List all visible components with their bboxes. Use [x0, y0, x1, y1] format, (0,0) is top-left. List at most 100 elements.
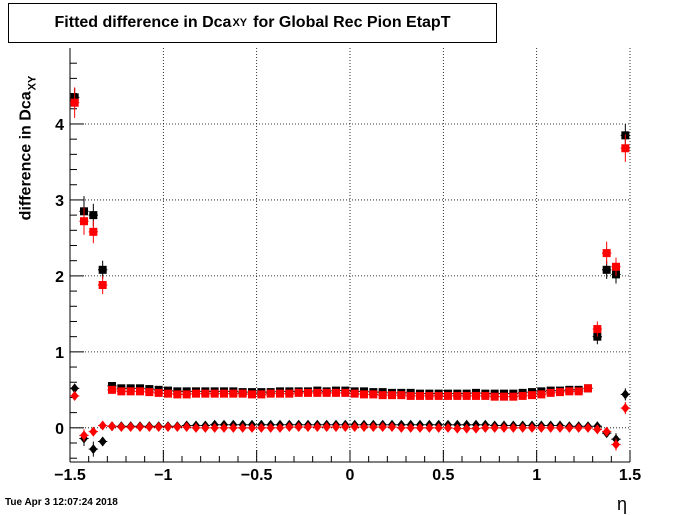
data-point-diamond [481, 422, 490, 433]
x-axis-label: η [617, 494, 628, 514]
data-point-square [593, 325, 602, 334]
x-tick-label: −1 [154, 467, 172, 484]
data-point-square [556, 388, 564, 397]
data-point-diamond [518, 422, 527, 433]
data-point-square [341, 388, 350, 397]
data-point-square [80, 217, 88, 226]
data-point-diamond [397, 422, 406, 433]
data-point-square [500, 392, 508, 401]
y-axis-label: difference in DcaXY [18, 76, 39, 221]
data-point-diamond [266, 422, 275, 433]
data-point-square [481, 391, 490, 400]
data-point-diamond [126, 422, 135, 433]
data-point-square [360, 390, 368, 399]
data-point-square [574, 387, 583, 396]
data-point-diamond [369, 422, 378, 433]
data-point-square [266, 389, 275, 398]
data-point-diamond [621, 403, 630, 414]
data-point-diamond [425, 422, 434, 433]
data-point-diamond [136, 422, 144, 433]
data-point-diamond [472, 423, 480, 434]
data-point-diamond [192, 422, 200, 433]
x-tick-label: 1 [532, 467, 541, 484]
data-point-diamond [117, 422, 126, 433]
data-point-square [453, 391, 462, 400]
data-point-diamond [584, 422, 592, 433]
data-point-diamond [341, 422, 350, 433]
data-point-diamond [593, 424, 602, 435]
data-point-square [462, 391, 471, 400]
data-point-square [332, 388, 340, 397]
y-axis-label-subscript: XY [26, 75, 39, 91]
data-point-square [108, 385, 116, 394]
data-point-square [98, 265, 107, 274]
data-point-diamond [565, 422, 574, 433]
data-point-square [136, 387, 144, 396]
data-point-diamond [500, 422, 508, 433]
data-point-square [434, 391, 443, 400]
data-point-diamond [70, 383, 79, 394]
data-point-square [145, 388, 154, 397]
data-point-diamond [360, 422, 368, 433]
data-point-square [229, 389, 238, 398]
data-point-diamond [434, 422, 443, 433]
data-point-diamond [89, 444, 98, 455]
data-point-diamond [490, 422, 499, 433]
data-point-square [584, 384, 592, 393]
data-point-square [257, 390, 266, 399]
data-point-diamond [154, 422, 163, 433]
data-point-square [182, 390, 191, 399]
data-point-square [89, 211, 98, 220]
x-tick-label: −0.5 [241, 467, 273, 484]
data-point-square [509, 392, 518, 401]
data-point-diamond [322, 422, 331, 433]
data-point-square [285, 389, 294, 398]
data-point-diamond [229, 422, 238, 433]
data-point-square [98, 281, 107, 290]
data-point-square [313, 388, 322, 397]
data-point-square [490, 392, 499, 401]
data-point-diamond [313, 422, 322, 433]
data-point-diamond [537, 422, 546, 433]
data-point-square [472, 391, 480, 400]
data-point-square [89, 227, 98, 236]
data-point-square [369, 390, 378, 399]
data-point-diamond [80, 430, 88, 441]
x-tick-label: −1.5 [54, 467, 86, 484]
data-point-diamond [388, 422, 396, 433]
y-axis-label-main: difference in Dca [17, 91, 35, 221]
data-point-square [322, 388, 331, 397]
y-tick-label: 2 [55, 269, 64, 286]
data-point-diamond [332, 422, 340, 433]
data-point-diamond [556, 422, 564, 433]
data-point-square [117, 387, 126, 396]
data-point-diamond [98, 436, 107, 447]
chart-title-main: Fitted difference in Dca [54, 14, 232, 31]
data-point-square [248, 390, 256, 399]
data-point-square [612, 262, 620, 271]
data-point-square [192, 389, 200, 398]
y-tick-label: 1 [55, 345, 64, 362]
data-point-square [294, 388, 303, 397]
data-point-diamond [546, 422, 555, 433]
timestamp: Tue Apr 3 12:07:24 2018 [5, 497, 118, 508]
data-point-diamond [574, 422, 583, 433]
data-point-diamond [602, 426, 611, 437]
data-point-square [238, 389, 247, 398]
data-point-square [528, 391, 536, 400]
data-point-diamond [173, 422, 182, 433]
data-point-diamond [98, 420, 107, 431]
data-point-square [378, 391, 387, 400]
data-point-square [164, 389, 172, 398]
data-point-square [397, 391, 406, 400]
data-point-square [602, 249, 611, 258]
data-point-square [565, 387, 574, 396]
data-point-diamond [350, 422, 359, 433]
data-point-diamond [70, 390, 79, 401]
data-point-square [70, 98, 79, 107]
data-point-diamond [145, 422, 154, 433]
data-point-square [518, 391, 527, 400]
data-point-square [416, 391, 424, 400]
